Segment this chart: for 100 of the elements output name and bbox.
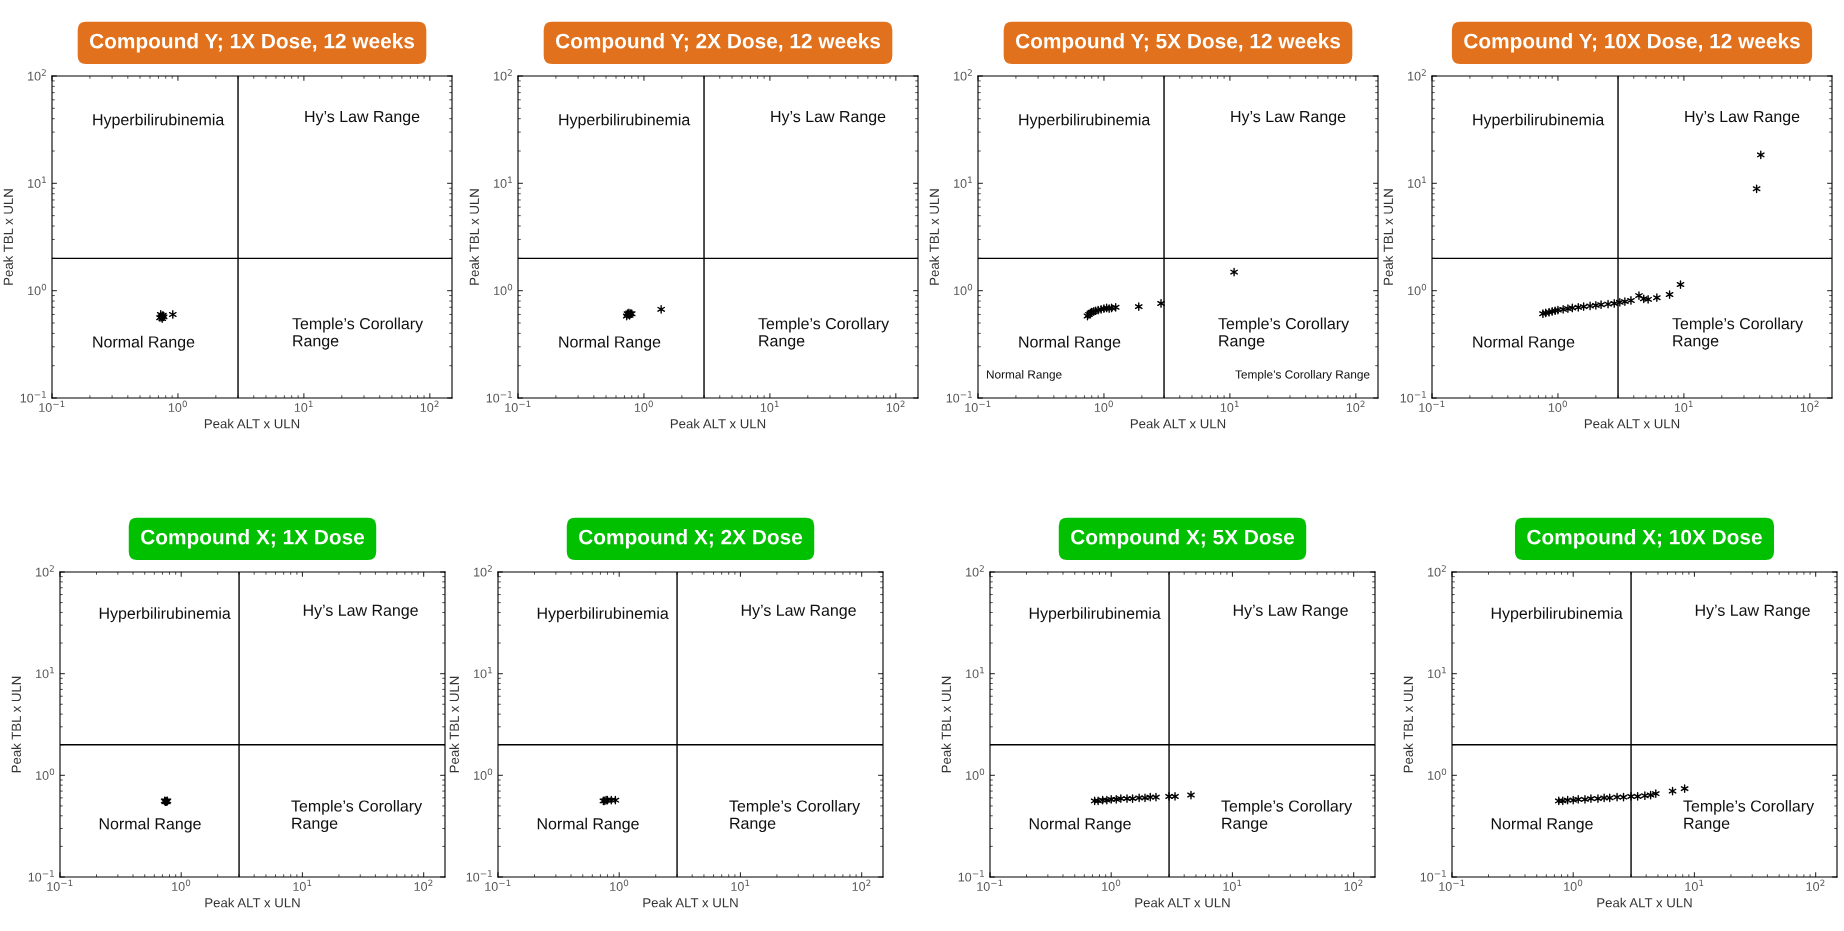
x-tick-label: 10$^{0}$ [1564, 879, 1583, 891]
y-tick-label: 10$^{2}$ [474, 565, 492, 577]
chart-title: Compound X; 10X Dose [1527, 529, 1762, 549]
annotation: Normal Range [559, 335, 661, 351]
x-tick-label: 10$^{2}$ [1346, 400, 1365, 412]
chart-title: Compound Y; 5X Dose, 12 weeks [1016, 33, 1341, 53]
y-tick-label: 10$^{1}$ [28, 176, 46, 188]
y-tick-label: 10$^{1}$ [1428, 666, 1446, 679]
annotation: Hy’s Law Range [1685, 111, 1800, 126]
chart-title: Compound X; 5X Dose [1071, 529, 1295, 549]
y-tick-label: 10$^{0}$ [36, 768, 55, 780]
y-axis-title: Peak TBL x ULN [11, 676, 21, 773]
y-tick-label: 10$^{0}$ [1428, 768, 1447, 780]
y-tick-label: 10$^{0}$ [474, 768, 493, 780]
y-tick-label: 10$^{−1}$ [20, 391, 46, 403]
y-axis-title: Peak TBL x ULN [941, 676, 951, 773]
y-tick-label: 10$^{1}$ [954, 176, 972, 188]
annotation: Normal Range [1019, 335, 1121, 351]
x-axis-title: Peak ALT x ULN [1584, 418, 1680, 429]
x-axis-title: Peak ALT x ULN [670, 418, 766, 429]
y-tick-label: 10$^{2}$ [1428, 565, 1446, 577]
x-tick-label: 10$^{1}$ [731, 879, 750, 891]
x-tick-label: 10$^{1}$ [1220, 400, 1239, 412]
y-tick-label: 10$^{0}$ [494, 283, 513, 296]
x-tick-label: 10$^{0}$ [610, 879, 629, 891]
annotation: Temple’s Corollary Range [1235, 369, 1370, 381]
x-tick-label: 10$^{2}$ [852, 879, 871, 891]
y-tick-label: 10$^{−1}$ [946, 391, 972, 403]
y-axis-title: Peak TBL x ULN [449, 676, 459, 773]
y-tick-label: 10$^{2}$ [1408, 69, 1426, 81]
x-tick-label: 10$^{0}$ [634, 400, 653, 412]
annotation: Temple’s Corollary Range [292, 317, 424, 350]
annotation: Temple’s Corollary Range [1221, 799, 1353, 833]
annotation: Hy’s Law Range [1695, 604, 1810, 620]
y-tick-label: 10$^{1}$ [474, 666, 492, 679]
annotation: Hyperbilirubinemia [559, 113, 691, 129]
x-tick-label: 10$^{1}$ [1223, 879, 1242, 891]
x-tick-label: 10$^{1}$ [293, 879, 312, 891]
annotation: Normal Range [537, 817, 639, 833]
y-axis-title: Peak TBL x ULN [929, 189, 939, 285]
x-tick-label: 10$^{2}$ [414, 879, 433, 891]
y-tick-label: 10$^{−1}$ [466, 870, 492, 882]
x-tick-label: 10$^{0}$ [172, 879, 191, 891]
x-tick-label: 10$^{0}$ [1548, 400, 1567, 412]
chart-title: Compound X; 2X Dose [579, 529, 803, 549]
x-tick-label: 10$^{1}$ [294, 400, 313, 412]
annotation: Hyperbilirubinemia [99, 607, 231, 623]
y-axis-title: Peak TBL x ULN [3, 189, 13, 285]
y-tick-label: 10$^{−1}$ [28, 870, 54, 882]
y-axis-title: Peak TBL x ULN [469, 189, 479, 285]
x-tick-label: 10$^{−1}$ [977, 879, 1003, 891]
annotation: Normal Range [93, 335, 195, 351]
chart-title: Compound Y; 10X Dose, 12 weeks [1464, 33, 1800, 53]
x-axis-title: Peak ALT x ULN [205, 897, 300, 908]
annotation: Normal Range [99, 817, 201, 833]
x-tick-label: 10$^{−1}$ [47, 879, 73, 891]
x-tick-label: 10$^{−1}$ [505, 400, 531, 412]
annotation: Hyperbilirubinemia [1019, 113, 1151, 129]
annotation: Normal Range [1491, 817, 1593, 833]
y-tick-label: 10$^{0}$ [966, 768, 985, 780]
annotation: Hy’s Law Range [305, 111, 420, 126]
x-tick-label: 10$^{0}$ [1102, 879, 1121, 891]
annotation: Hyperbilirubinemia [1029, 607, 1161, 623]
annotation: Temple’s Corollary Range [1218, 317, 1350, 350]
x-axis-title: Peak ALT x ULN [204, 418, 300, 429]
annotation: Hy’s Law Range [771, 111, 886, 126]
x-tick-label: 10$^{1}$ [760, 400, 779, 412]
annotation: Hy’s Law Range [741, 604, 856, 620]
y-tick-label: 10$^{1}$ [1408, 176, 1426, 188]
chart-title: Compound Y; 2X Dose, 12 weeks [556, 33, 881, 53]
annotation: Temple’s Corollary Range [758, 317, 890, 350]
x-axis-title: Peak ALT x ULN [643, 897, 738, 908]
annotation: Hy’s Law Range [1233, 604, 1348, 620]
y-axis-title: Peak TBL x ULN [1403, 676, 1413, 773]
x-tick-label: 10$^{1}$ [1674, 400, 1693, 412]
y-tick-label: 10$^{−1}$ [1400, 391, 1426, 403]
x-tick-label: 10$^{0}$ [168, 400, 187, 412]
y-tick-label: 10$^{1}$ [494, 176, 512, 188]
y-tick-label: 10$^{1}$ [36, 666, 54, 679]
annotation: Temple’s Corollary Range [729, 799, 861, 833]
y-tick-label: 10$^{2}$ [28, 69, 46, 81]
annotation: Normal Range [1473, 335, 1575, 351]
y-tick-label: 10$^{0}$ [1408, 283, 1427, 296]
y-tick-label: 10$^{0}$ [954, 283, 973, 296]
annotation: Hyperbilirubinemia [1491, 607, 1623, 623]
y-tick-label: 10$^{0}$ [28, 283, 47, 296]
x-axis-title: Peak ALT x ULN [1135, 897, 1230, 908]
annotation: Temple’s Corollary Range [291, 799, 423, 833]
y-tick-label: 10$^{2}$ [966, 565, 984, 577]
annotation: Hyperbilirubinemia [1473, 113, 1605, 129]
x-tick-label: 10$^{2}$ [1344, 879, 1363, 891]
x-axis-title: Peak ALT x ULN [1597, 897, 1692, 908]
x-tick-label: 10$^{2}$ [886, 400, 905, 412]
y-tick-label: 10$^{−1}$ [486, 391, 512, 403]
x-tick-label: 10$^{2}$ [1806, 879, 1825, 891]
annotation: Temple’s Corollary Range [1672, 317, 1804, 350]
y-tick-label: 10$^{2}$ [494, 69, 512, 81]
y-tick-label: 10$^{−1}$ [958, 870, 984, 882]
y-tick-label: 10$^{2}$ [36, 565, 54, 577]
annotation: Hy’s Law Range [1231, 111, 1346, 126]
